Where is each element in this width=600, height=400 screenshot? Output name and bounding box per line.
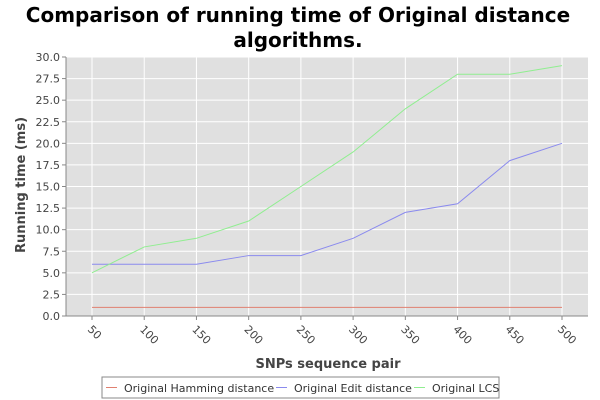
y-tick-label: 27.5 <box>36 73 61 86</box>
y-tick-label: 12.5 <box>36 202 61 215</box>
legend-label-1: Original Hamming distance <box>124 382 274 395</box>
y-tick-label: 22.5 <box>36 116 61 129</box>
x-tick-label: 250 <box>294 323 318 347</box>
legend-box <box>101 376 500 399</box>
y-axis-title: Running time (ms) <box>14 117 29 253</box>
y-tick-label: 0.0 <box>43 310 61 323</box>
y-tick-label: 17.5 <box>36 159 61 172</box>
y-tick-label: 25.0 <box>36 94 61 107</box>
x-tick-label: 50 <box>85 323 104 342</box>
x-tick-label: 200 <box>242 323 266 347</box>
x-axis-title: SNPs sequence pair <box>256 357 402 372</box>
y-tick-labels: 0.0 2.5 5.0 7.5 10.0 12.5 15.0 17.5 20.0 22.5 25.0… <box>36 51 61 323</box>
x-tick-label: 500 <box>555 323 579 347</box>
legend: Original Hamming distance Original Edit d… <box>106 382 499 395</box>
x-tick-label: 450 <box>503 323 527 347</box>
chart-title-line-2: algorithms. <box>233 28 362 52</box>
x-tick-label: 350 <box>398 323 422 347</box>
series-line-2 <box>92 142 563 265</box>
grid-layer <box>66 56 588 317</box>
x-tick-label: 300 <box>346 323 370 347</box>
y-tick-label: 15.0 <box>36 181 61 194</box>
chart-title-line-1: Comparison of running time of Original d… <box>26 3 570 27</box>
x-tick-label: 150 <box>189 323 213 347</box>
x-tick-label: 400 <box>450 323 474 347</box>
legend-label-2: Original Edit distance <box>294 382 412 395</box>
series-line-3 <box>91 65 563 274</box>
x-tick-labels: 50 100 150 200 250 300 350 400 450 500 <box>85 323 579 347</box>
y-tick-label: 10.0 <box>36 224 61 237</box>
y-tick-label: 2.5 <box>43 288 61 301</box>
y-tick-label: 5.0 <box>43 267 61 280</box>
series-layer <box>91 65 563 308</box>
legend-label-3: Original LCS <box>432 382 499 395</box>
axes-layer <box>62 56 588 320</box>
y-tick-label: 30.0 <box>36 51 61 64</box>
y-tick-label: 7.5 <box>43 245 61 258</box>
y-tick-label: 20.0 <box>36 137 61 150</box>
x-tick-label: 100 <box>137 323 161 347</box>
